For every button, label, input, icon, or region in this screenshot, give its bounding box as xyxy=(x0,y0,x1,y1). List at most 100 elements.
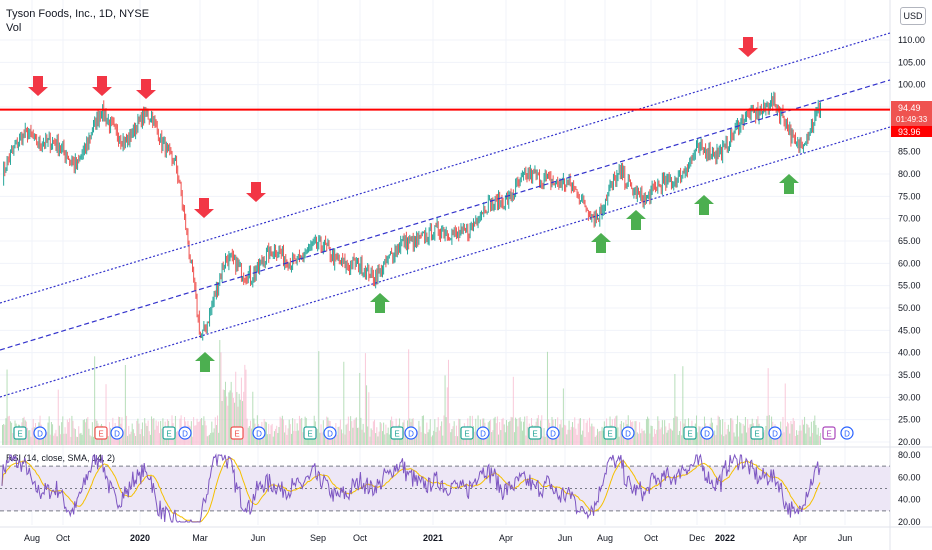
volume-bar xyxy=(734,436,736,445)
up-arrow-icon xyxy=(626,210,646,230)
earnings-icon xyxy=(683,426,697,440)
volume-bar xyxy=(675,416,677,445)
x-tick-label: Oct xyxy=(56,533,71,543)
volume-bar xyxy=(364,353,366,445)
volume-bar xyxy=(781,433,783,445)
volume-bar xyxy=(375,433,377,445)
volume-bar xyxy=(426,422,428,445)
y-tick-label: 45.00 xyxy=(898,325,921,335)
volume-bar xyxy=(268,423,270,445)
volume-bar xyxy=(715,435,717,445)
volume-bar xyxy=(237,406,239,445)
earnings-marker-label: E xyxy=(234,430,239,439)
volume-bar xyxy=(297,430,299,445)
volume-bar xyxy=(476,432,478,445)
prev-price-badge xyxy=(891,126,932,137)
y-tick-label: 65.00 xyxy=(898,236,921,246)
volume-bar xyxy=(418,420,420,445)
volume-bar xyxy=(764,430,766,445)
volume-bar xyxy=(178,433,180,445)
chart-title: Tyson Foods, Inc., 1D, NYSE xyxy=(6,8,150,20)
volume-bar xyxy=(655,433,657,445)
volume-bar xyxy=(446,387,448,445)
currency-button[interactable]: USD xyxy=(900,7,926,25)
volume-bar xyxy=(252,391,254,445)
rsi-tick-label: 20.00 xyxy=(898,517,921,527)
volume-bar xyxy=(700,436,702,445)
volume-bar xyxy=(419,426,421,445)
volume-bar xyxy=(422,415,424,445)
volume-bar xyxy=(86,418,88,445)
volume-bar xyxy=(193,417,195,445)
volume-bar xyxy=(738,436,740,445)
volume-bar xyxy=(131,423,133,445)
volume-bar xyxy=(642,431,644,445)
volume-bar xyxy=(813,420,815,445)
dividend-icon xyxy=(178,426,192,440)
volume-bar xyxy=(587,432,589,445)
volume-bar xyxy=(270,425,272,445)
volume-bar xyxy=(659,429,661,445)
volume-bar xyxy=(516,418,518,445)
volume-bar xyxy=(681,435,683,445)
up-arrow-icon xyxy=(370,293,390,313)
volume-bar xyxy=(58,425,60,445)
volume-bar xyxy=(570,426,572,445)
y-tick-label: 50.00 xyxy=(898,303,921,313)
volume-bar xyxy=(727,424,729,445)
volume-bar xyxy=(635,421,637,445)
volume-bar xyxy=(689,434,691,445)
channel-boundary-line xyxy=(0,32,891,304)
volume-bar xyxy=(290,433,292,445)
y-tick-label: 30.00 xyxy=(898,392,921,402)
volume-bar xyxy=(123,429,125,445)
x-tick-label: 2022 xyxy=(715,533,735,543)
volume-bar xyxy=(475,418,477,445)
volume-bar xyxy=(788,423,790,445)
earnings-marker-label: E xyxy=(826,430,831,439)
volume-bar xyxy=(578,418,580,445)
y-tick-label: 80.00 xyxy=(898,169,921,179)
volume-bar xyxy=(420,432,422,445)
volume-bar xyxy=(79,433,81,445)
volume-bar xyxy=(388,434,390,445)
volume-bar xyxy=(8,415,10,445)
volume-bar xyxy=(176,431,178,445)
volume-bar xyxy=(408,349,410,445)
volume-bar xyxy=(505,420,507,445)
volume-bar xyxy=(108,422,110,445)
x-tick-label: Oct xyxy=(644,533,659,543)
volume-bar xyxy=(816,434,818,445)
y-tick-label: 70.00 xyxy=(898,214,921,224)
volume-bar xyxy=(591,423,593,445)
volume-bar xyxy=(417,430,419,445)
volume-bar xyxy=(405,431,407,445)
volume-bar xyxy=(697,432,699,445)
volume-bar xyxy=(573,427,575,445)
volume-bar xyxy=(545,433,547,445)
volume-bar xyxy=(602,430,604,445)
volume-bar xyxy=(718,416,720,445)
volume-bar xyxy=(567,429,569,445)
x-tick-label: Dec xyxy=(689,533,706,543)
volume-bar xyxy=(244,364,246,445)
volume-bar xyxy=(132,429,134,445)
volume-bar xyxy=(619,424,621,445)
volume-bar xyxy=(643,430,645,445)
volume-bar xyxy=(209,434,211,445)
volume-bar xyxy=(9,421,11,445)
volume-bar xyxy=(546,351,548,445)
volume-bar xyxy=(637,433,639,445)
volume-bar xyxy=(232,397,234,445)
volume-bar xyxy=(815,425,817,445)
volume-bar xyxy=(80,432,82,445)
volume-bar xyxy=(242,401,244,445)
rsi-label: RSI (14, close, SMA, 14, 2) xyxy=(6,453,115,463)
volume-bar xyxy=(355,417,357,445)
volume-bar xyxy=(730,418,732,445)
volume-bar xyxy=(790,420,792,445)
volume-bar xyxy=(744,416,746,445)
volume-bar xyxy=(714,430,716,445)
y-tick-label: 55.00 xyxy=(898,281,921,291)
